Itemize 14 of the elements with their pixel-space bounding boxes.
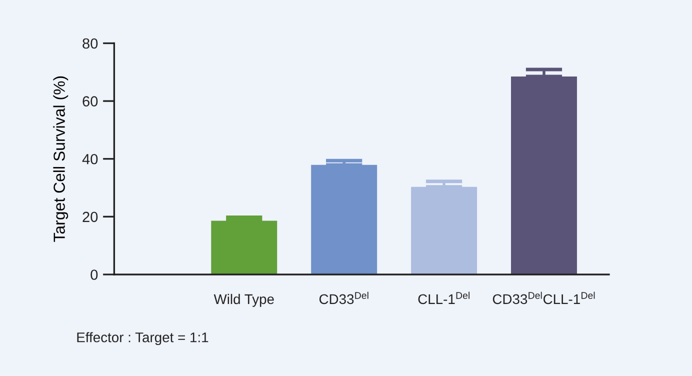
y-tick-label: 20	[82, 212, 98, 222]
x-tick-label: CD33$^{Del}$CLL-1$^{Del}$	[492, 292, 595, 304]
y-tick-label: 40	[82, 154, 98, 164]
y-tick-label: 80	[82, 38, 98, 49]
x-tick-label: CLL-1$^{Del}$	[418, 292, 470, 304]
x-tick-label: CD33$^{Del}$	[319, 292, 368, 304]
bar	[411, 186, 478, 274]
bar	[311, 164, 378, 274]
bar	[511, 76, 577, 274]
text: Effector : Target = 1:1	[77, 332, 208, 346]
y-tick-label: 0	[90, 270, 98, 280]
y-tick-label: 60	[82, 96, 98, 106]
x-tick-label: Wild Type	[214, 294, 274, 307]
y-axis-title: Target Cell Survival (%)	[53, 76, 68, 242]
